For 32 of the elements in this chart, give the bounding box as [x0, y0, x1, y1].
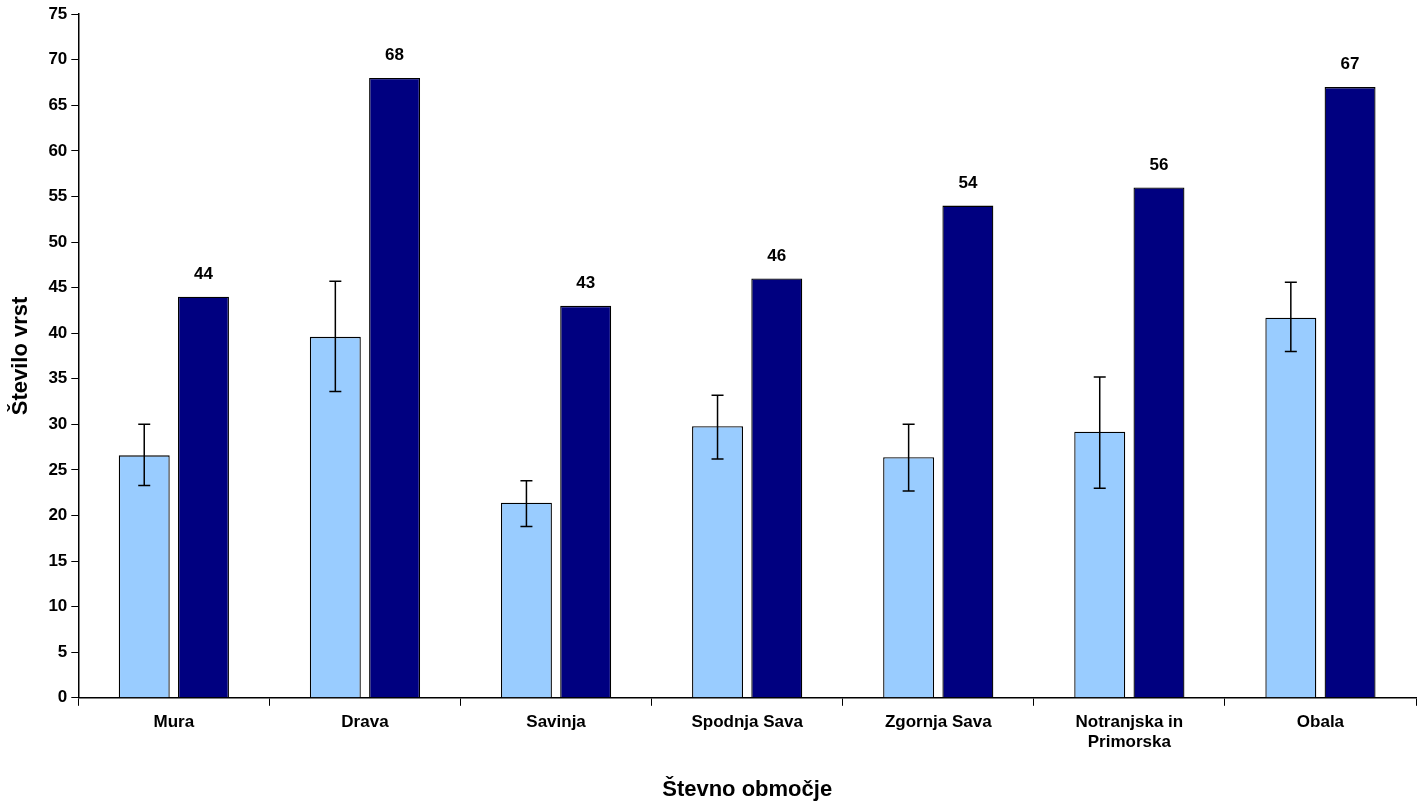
data-label: 56	[1149, 154, 1169, 174]
y-tick-label: 20	[48, 505, 68, 525]
x-tick-label: Savinja	[526, 711, 587, 731]
y-tick-label: 40	[48, 322, 68, 342]
y-tick-label: 45	[48, 277, 68, 297]
y-tick-label: 25	[48, 459, 68, 479]
y-tick-label: 30	[48, 414, 68, 434]
y-tick-label: 60	[48, 140, 68, 160]
y-tick-label: 75	[48, 3, 68, 23]
data-label: 46	[767, 245, 787, 265]
data-label: 44	[194, 263, 214, 283]
x-axis-title: Števno območje	[662, 775, 833, 801]
y-tick-label: 55	[48, 186, 68, 206]
data-label: 43	[576, 273, 596, 293]
x-tick-label: Spodnja Sava	[691, 711, 804, 731]
x-tick-label: Obala	[1296, 711, 1345, 731]
y-tick-label: 15	[48, 550, 68, 570]
data-label: 67	[1340, 54, 1360, 74]
y-tick-label: 65	[48, 95, 68, 115]
data-label: 54	[958, 172, 978, 192]
y-tick-label: 50	[48, 231, 68, 251]
x-tick-label: Notranjska in Primorska	[1075, 711, 1184, 752]
x-tick-label: Zgornja Sava	[884, 711, 993, 731]
y-tick-label: 35	[48, 368, 68, 388]
x-tick-label: Mura	[153, 711, 195, 731]
data-label: 68	[385, 45, 405, 65]
y-tick-label: 5	[57, 641, 68, 661]
x-tick-label: Drava	[341, 711, 390, 731]
y-tick-label: 70	[48, 49, 68, 69]
y-tick-label: 10	[48, 596, 68, 616]
y-tick-label: 0	[57, 687, 68, 707]
y-axis-title: Število vrst	[7, 296, 33, 416]
